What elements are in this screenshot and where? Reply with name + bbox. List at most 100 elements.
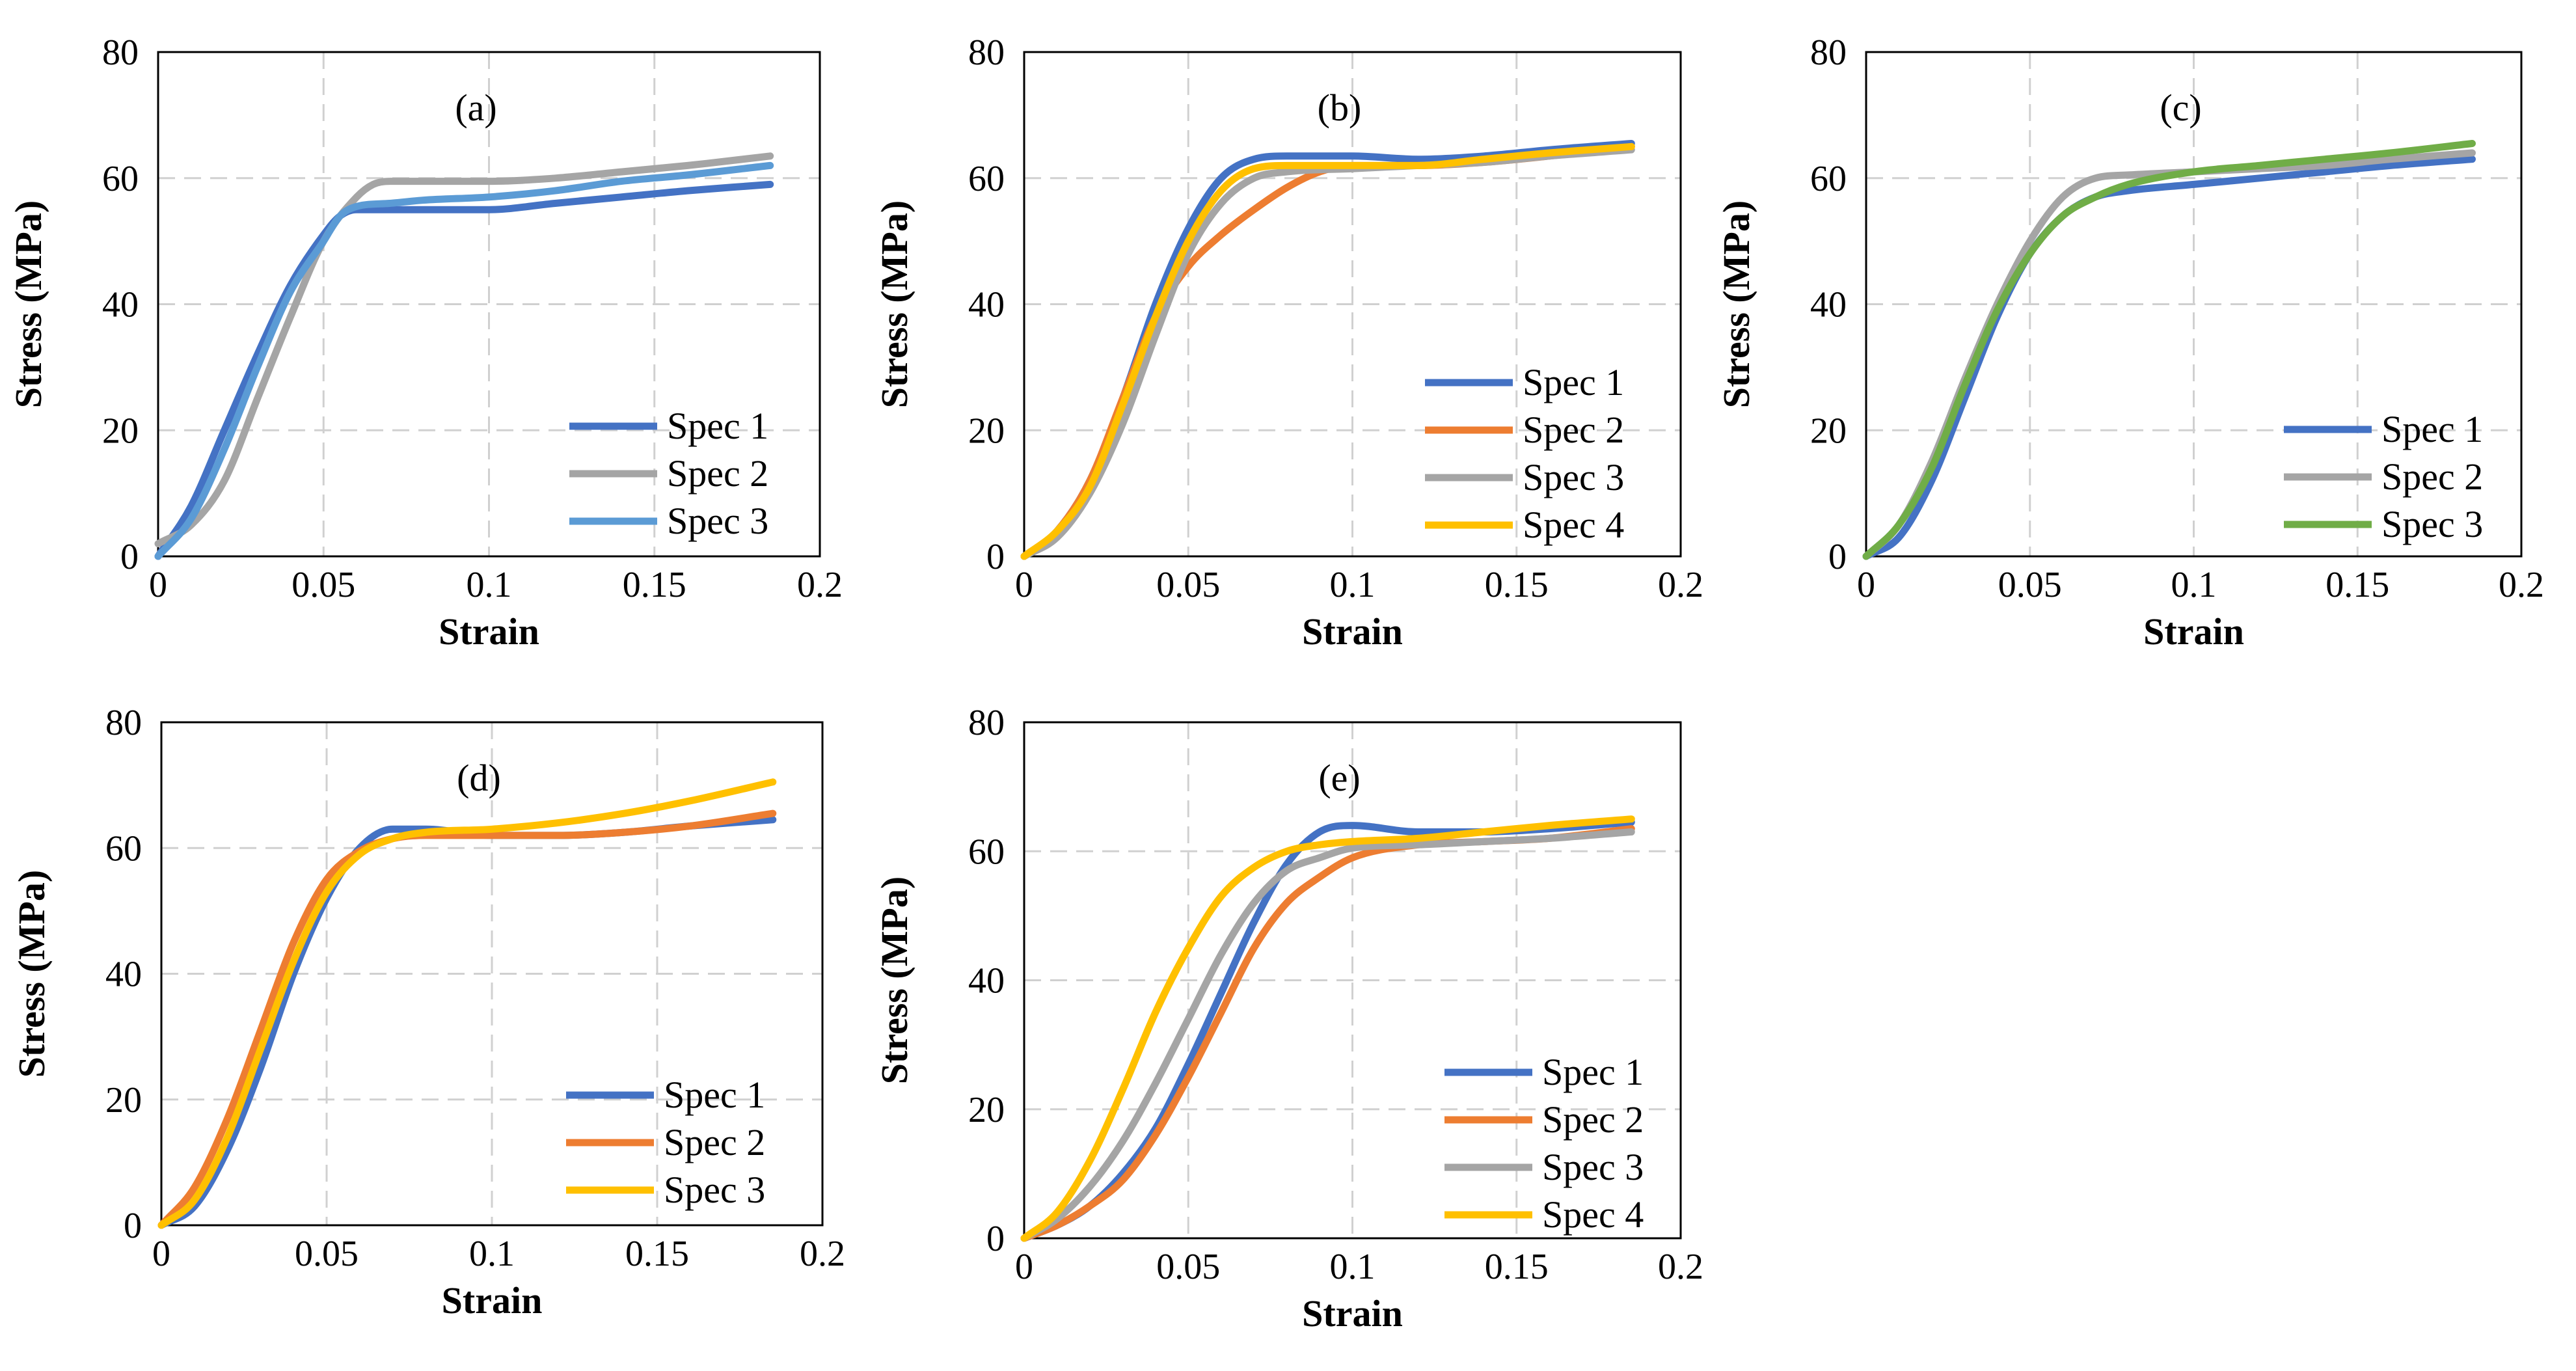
y-tick-label: 0	[120, 537, 139, 577]
legend-label-spec-4: Spec 4	[1542, 1193, 1644, 1236]
chart-panel-5: 0 0.05 0.1 0.15 0.2 0 20 40 60 80 Strain Stress (MP…	[873, 703, 1703, 1335]
legend-label-spec-4: Spec 4	[1523, 504, 1624, 546]
plot-frame	[1865, 51, 2523, 558]
y-tick-label: 60	[105, 828, 142, 869]
x-tick-label: 0.15	[1485, 1247, 1549, 1287]
x-axis-title: Strain	[2143, 610, 2244, 653]
chart-panel-2: 0 0.05 0.1 0.15 0.2 0 20 40 60 80 Strain Stress (MP…	[873, 33, 1703, 653]
panel-label: (b)	[1318, 87, 1362, 129]
y-tick-label: 80	[102, 33, 139, 73]
y-tick-label: 60	[968, 159, 1005, 199]
x-tick-label: 0	[1857, 565, 1875, 605]
series-line-spec-1	[1020, 819, 1635, 1242]
y-tick-label: 0	[1828, 537, 1847, 577]
y-tick-label: 80	[968, 703, 1005, 743]
y-tick-label: 80	[1810, 33, 1847, 73]
chart-panel-3: 0 0.05 0.1 0.15 0.2 0 20 40 60 80 Strain Stress (MP…	[1715, 33, 2544, 653]
x-tick-label: 0.05	[291, 565, 355, 605]
x-tick-label: 0.1	[2171, 565, 2217, 605]
series-line-spec-4	[1020, 143, 1635, 560]
x-tick-label: 0.05	[1998, 565, 2062, 605]
series-line-spec-3	[1020, 828, 1635, 1242]
chart-panel-1: 0 0.05 0.1 0.15 0.2 0 20 40 60 80 Strain Stress (MP…	[7, 33, 843, 653]
x-tick-label: 0.15	[625, 1234, 689, 1274]
series-line-spec-1	[157, 816, 777, 1229]
panel-label: (d)	[457, 757, 501, 799]
legend-label-spec-2: Spec 2	[2381, 455, 2483, 498]
y-tick-label: 0	[986, 1219, 1005, 1259]
plot-frame	[157, 51, 821, 558]
legend-label-spec-1: Spec 1	[664, 1074, 765, 1116]
legend-label-spec-3: Spec 3	[664, 1169, 765, 1211]
legend-label-spec-1: Spec 1	[1523, 361, 1624, 403]
legend-label-spec-3: Spec 3	[1542, 1146, 1644, 1188]
y-tick-label: 40	[105, 955, 142, 995]
legend-label-spec-1: Spec 1	[2381, 408, 2483, 450]
y-tick-label: 60	[968, 832, 1005, 872]
y-tick-label: 0	[986, 537, 1005, 577]
chart-panel-4: 0 0.05 0.1 0.15 0.2 0 20 40 60 80 Strain Stress (MP…	[10, 703, 845, 1322]
y-tick-label: 20	[968, 411, 1005, 451]
x-tick-label: 0.15	[1485, 565, 1549, 605]
y-axis-title: Stress (MPa)	[1715, 200, 1757, 408]
x-tick-label: 0	[1015, 565, 1033, 605]
y-tick-label: 80	[968, 33, 1005, 73]
panel-label: (e)	[1318, 757, 1360, 799]
plot-frame	[160, 721, 824, 1227]
y-axis-title: Stress (MPa)	[10, 870, 53, 1078]
series-line-spec-2	[154, 152, 774, 548]
legend: Spec 1 Spec 2 Spec 3	[569, 405, 768, 542]
y-tick-label: 0	[124, 1206, 142, 1246]
x-tick-label: 0.2	[2499, 565, 2544, 605]
y-tick-label: 40	[968, 961, 1005, 1001]
x-axis-title: Strain	[1302, 610, 1403, 653]
y-axis-title: Stress (MPa)	[873, 200, 915, 408]
legend-label-spec-2: Spec 2	[1542, 1098, 1644, 1141]
y-tick-label: 20	[1810, 411, 1847, 451]
legend: Spec 1 Spec 2 Spec 3	[566, 1074, 765, 1211]
y-tick-label: 40	[102, 285, 139, 325]
series-line-spec-2	[157, 809, 777, 1229]
x-tick-label: 0.15	[2325, 565, 2389, 605]
y-tick-label: 20	[105, 1080, 142, 1120]
x-tick-label: 0.2	[800, 1234, 845, 1274]
y-tick-label: 40	[968, 285, 1005, 325]
y-tick-label: 80	[105, 703, 142, 743]
legend-label-spec-2: Spec 2	[1523, 409, 1624, 451]
x-tick-label: 0.1	[467, 565, 512, 605]
plot-frame	[1023, 51, 1682, 558]
legend: Spec 1 Spec 2 Spec 3 Spec 4	[1444, 1051, 1644, 1236]
x-tick-label: 0.2	[1658, 1247, 1703, 1287]
x-axis-title: Strain	[1302, 1292, 1403, 1335]
x-tick-label: 0.2	[1658, 565, 1703, 605]
y-tick-label: 20	[968, 1090, 1005, 1130]
plot-frame	[1023, 721, 1682, 1240]
legend: Spec 1 Spec 2 Spec 3	[2284, 408, 2483, 545]
legend-label-spec-3: Spec 3	[667, 500, 768, 542]
x-tick-label: 0.1	[1330, 565, 1376, 605]
x-tick-label: 0.1	[469, 1234, 515, 1274]
y-tick-label: 60	[102, 159, 139, 199]
x-tick-label: 0.05	[1156, 1247, 1220, 1287]
x-tick-label: 0.05	[295, 1234, 359, 1274]
series-line-spec-3	[154, 161, 774, 560]
series-line-spec-3	[157, 778, 777, 1229]
panel-label: (c)	[2160, 87, 2201, 129]
y-tick-label: 20	[102, 411, 139, 451]
y-tick-label: 60	[1810, 159, 1847, 199]
x-tick-label: 0.1	[1330, 1247, 1376, 1287]
y-tick-label: 40	[1810, 285, 1847, 325]
x-tick-label: 0.15	[623, 565, 686, 605]
x-tick-label: 0	[149, 565, 167, 605]
legend-label-spec-1: Spec 1	[667, 405, 768, 447]
y-axis-title: Stress (MPa)	[7, 200, 49, 408]
legend-label-spec-1: Spec 1	[1542, 1051, 1644, 1093]
y-axis-title: Stress (MPa)	[873, 876, 915, 1084]
legend-label-spec-3: Spec 3	[1523, 456, 1624, 498]
x-tick-label: 0.05	[1156, 565, 1220, 605]
x-tick-label: 0	[1015, 1247, 1033, 1287]
legend-label-spec-3: Spec 3	[2381, 503, 2483, 545]
legend-label-spec-2: Spec 2	[664, 1121, 765, 1163]
series-line-spec-3	[1862, 140, 2476, 560]
